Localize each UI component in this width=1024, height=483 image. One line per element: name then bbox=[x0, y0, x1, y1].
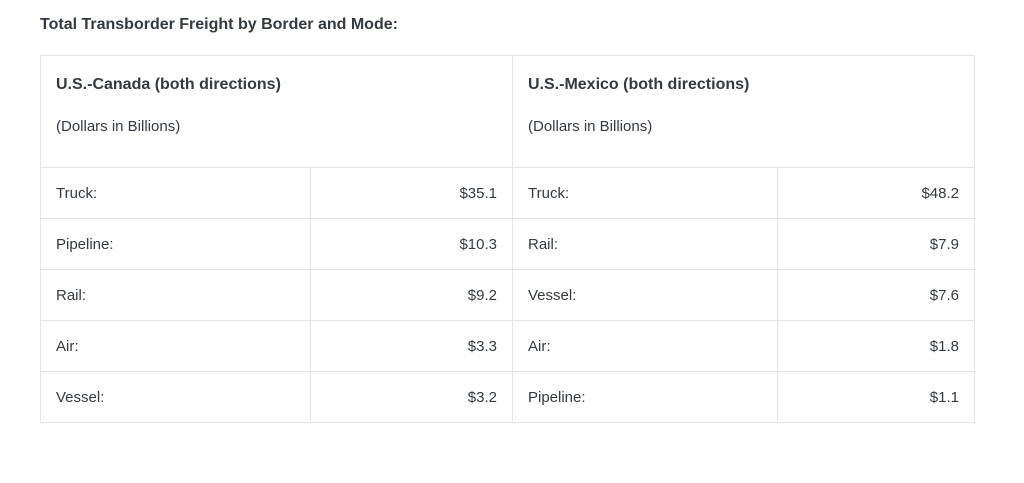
page-title: Total Transborder Freight by Border and … bbox=[40, 16, 398, 33]
table-row: Rail: $9.2 Vessel: $7.6 bbox=[40, 269, 975, 321]
canada-section-subtitle: (Dollars in Billions) bbox=[56, 118, 181, 135]
mode-value-cell: $3.2 bbox=[310, 371, 513, 423]
mode-label-cell: Vessel: bbox=[512, 269, 778, 321]
mode-label-cell: Air: bbox=[512, 320, 778, 372]
mode-value-cell: $10.3 bbox=[310, 218, 513, 270]
mode-value-cell: $1.1 bbox=[777, 371, 975, 423]
mode-value-cell: $7.6 bbox=[777, 269, 975, 321]
mode-value-cell: $48.2 bbox=[777, 167, 975, 219]
mode-label-cell: Truck: bbox=[512, 167, 778, 219]
mode-value-cell: $35.1 bbox=[310, 167, 513, 219]
header-row: U.S.-Canada (both directions) (Dollars i… bbox=[40, 55, 975, 168]
mode-label-cell: Rail: bbox=[512, 218, 778, 270]
mode-label-cell: Pipeline: bbox=[40, 218, 311, 270]
mode-value-cell: $7.9 bbox=[777, 218, 975, 270]
mode-label-cell: Pipeline: bbox=[512, 371, 778, 423]
table-row: Pipeline: $10.3 Rail: $7.9 bbox=[40, 218, 975, 270]
table-row: Air: $3.3 Air: $1.8 bbox=[40, 320, 975, 372]
table-row: Vessel: $3.2 Pipeline: $1.1 bbox=[40, 371, 975, 423]
canada-header-cell: U.S.-Canada (both directions) (Dollars i… bbox=[40, 55, 513, 168]
freight-table: U.S.-Canada (both directions) (Dollars i… bbox=[40, 55, 975, 423]
mode-value-cell: $3.3 bbox=[310, 320, 513, 372]
mode-label-cell: Rail: bbox=[40, 269, 311, 321]
canada-section-title: U.S.-Canada (both directions) bbox=[56, 76, 281, 93]
mexico-section-subtitle: (Dollars in Billions) bbox=[528, 118, 653, 135]
mode-label-cell: Truck: bbox=[40, 167, 311, 219]
mexico-section-title: U.S.-Mexico (both directions) bbox=[528, 76, 750, 93]
mexico-header-cell: U.S.-Mexico (both directions) (Dollars i… bbox=[512, 55, 975, 168]
mode-value-cell: $9.2 bbox=[310, 269, 513, 321]
mode-label-cell: Vessel: bbox=[40, 371, 311, 423]
table-row: Truck: $35.1 Truck: $48.2 bbox=[40, 167, 975, 219]
mode-label-cell: Air: bbox=[40, 320, 311, 372]
mode-value-cell: $1.8 bbox=[777, 320, 975, 372]
